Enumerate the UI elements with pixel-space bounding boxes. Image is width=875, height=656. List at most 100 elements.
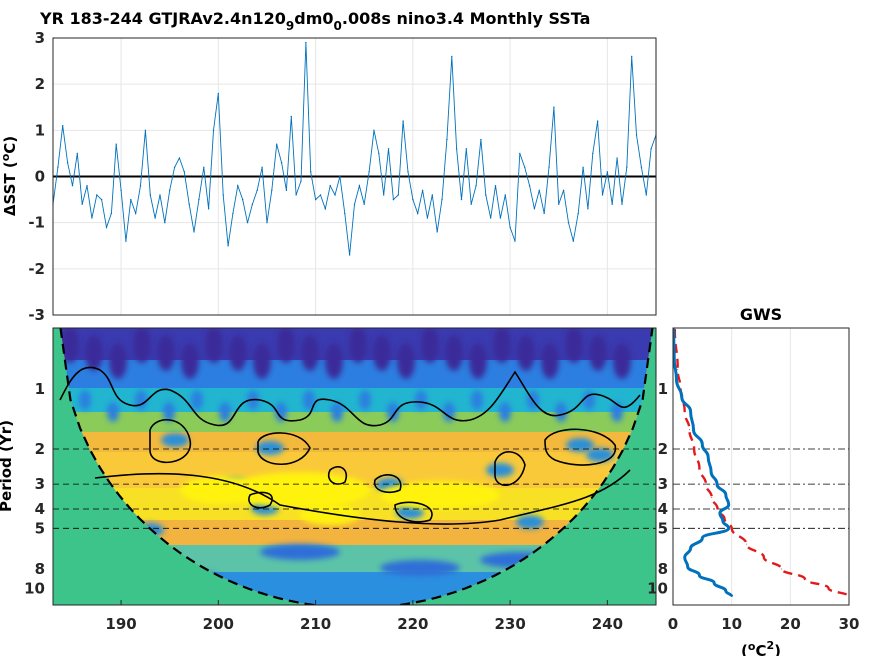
sst-point xyxy=(290,115,292,118)
sst-point xyxy=(348,254,351,256)
gws-significance-point xyxy=(745,543,747,545)
wavelet-patch xyxy=(205,328,223,363)
wavelet-y-tick-label: 1 xyxy=(35,380,45,398)
wavelet-patch xyxy=(331,402,343,422)
gws-power-point xyxy=(710,471,712,473)
sst-point xyxy=(387,148,390,150)
wavelet-x-ticks: 190 200 210 220 230 240 xyxy=(105,600,623,633)
sst-point xyxy=(71,185,74,187)
wavelet-patch xyxy=(359,390,371,410)
sst-point xyxy=(314,198,317,201)
gws-power-point xyxy=(693,429,695,431)
wavelet-patch xyxy=(85,335,103,371)
wavelet-patch xyxy=(325,343,343,379)
wavelet-patch xyxy=(253,343,271,379)
sst-point xyxy=(485,194,487,196)
wavelet-y-tick-label: 3 xyxy=(35,475,45,493)
gws-significance-point xyxy=(680,388,682,390)
gws-significance-point xyxy=(804,578,806,580)
sst-point xyxy=(489,217,492,219)
sst-point xyxy=(81,203,83,205)
sst-point xyxy=(57,166,59,168)
sst-point xyxy=(319,194,322,196)
sst-point xyxy=(329,185,331,187)
sst-point xyxy=(640,166,643,168)
sst-point xyxy=(100,198,103,201)
sst-point xyxy=(110,212,113,215)
gws-power-point xyxy=(725,590,727,592)
wavelet-patch xyxy=(135,390,147,410)
wavelet-patch xyxy=(493,328,511,363)
sst-point xyxy=(173,166,176,168)
sst-point xyxy=(271,189,273,192)
wavelet-patch xyxy=(133,328,151,363)
wavelet-patch xyxy=(586,448,614,462)
gws-power-point xyxy=(728,527,730,529)
sst-point xyxy=(460,198,463,201)
sst-point xyxy=(149,194,151,196)
sst-point xyxy=(305,41,307,44)
gws-significance-point xyxy=(781,568,783,570)
wavelet-y-ticks: 1 2 3 45 810 xyxy=(24,380,45,597)
wavelet-patch xyxy=(471,390,483,410)
sst-point xyxy=(519,152,521,155)
sst-point xyxy=(105,226,108,228)
wavelet-patch xyxy=(229,335,247,371)
sst-point xyxy=(543,212,545,215)
gws-y-tick-label: 4 xyxy=(658,500,668,518)
wavelet-patch xyxy=(180,476,260,504)
sst-point xyxy=(378,152,380,155)
sst-point xyxy=(125,240,127,242)
sst-point xyxy=(86,185,88,187)
sst-point xyxy=(616,157,618,159)
sst-point xyxy=(310,171,312,173)
gws-significance-point xyxy=(705,483,707,485)
sst-y-tick-label: 3 xyxy=(35,29,45,47)
sst-point xyxy=(504,194,506,196)
sst-point xyxy=(533,208,536,210)
gws-power-point xyxy=(707,456,709,458)
wavelet-patch xyxy=(161,433,189,447)
gws-power-point xyxy=(713,582,715,584)
wavelet-panel: 1 2 3 45 810 190 200 210 220 230 240 Period (Yr) xyxy=(0,327,657,633)
sst-point xyxy=(621,203,623,205)
wavelet-patch xyxy=(566,438,594,452)
wavelet-x-tick-label: 240 xyxy=(592,615,623,633)
sst-series-points xyxy=(53,41,656,256)
wavelet-band xyxy=(60,388,653,412)
gws-power-point xyxy=(690,547,692,549)
sst-point xyxy=(601,194,604,196)
gws-power-point xyxy=(690,411,692,413)
wavelet-ylabel: Period (Yr) xyxy=(0,420,15,512)
wavelet-patch xyxy=(109,343,127,379)
gws-significance-point xyxy=(711,496,713,498)
sst-point xyxy=(207,208,210,210)
sst-point xyxy=(285,189,288,192)
sst-point xyxy=(237,185,239,187)
sst-point xyxy=(480,138,482,141)
wavelet-patch xyxy=(421,328,439,363)
gws-power-point xyxy=(676,379,678,381)
sst-point xyxy=(562,189,565,192)
significance-contours xyxy=(59,366,641,525)
sst-point xyxy=(538,189,540,192)
sst-point xyxy=(130,198,132,201)
wavelet-patch xyxy=(583,390,595,410)
gws-significance-point xyxy=(693,448,695,450)
sst-point xyxy=(499,217,502,219)
sst-point xyxy=(596,120,599,122)
gws-y-tick-label: 8 xyxy=(658,560,668,578)
sst-point xyxy=(587,208,589,210)
sst-point xyxy=(373,129,375,132)
sst-point xyxy=(178,157,181,159)
gws-y-tick-label: 1 xyxy=(658,380,668,398)
wavelet-patch xyxy=(301,335,319,371)
sst-point xyxy=(572,240,575,242)
gws-significance-point xyxy=(674,328,676,330)
wavelet-patch xyxy=(181,343,199,379)
gws-significance-point xyxy=(827,587,829,589)
wavelet-y-tick-label: 5 xyxy=(35,519,45,537)
sst-point xyxy=(144,129,147,132)
sst-point xyxy=(558,203,560,205)
